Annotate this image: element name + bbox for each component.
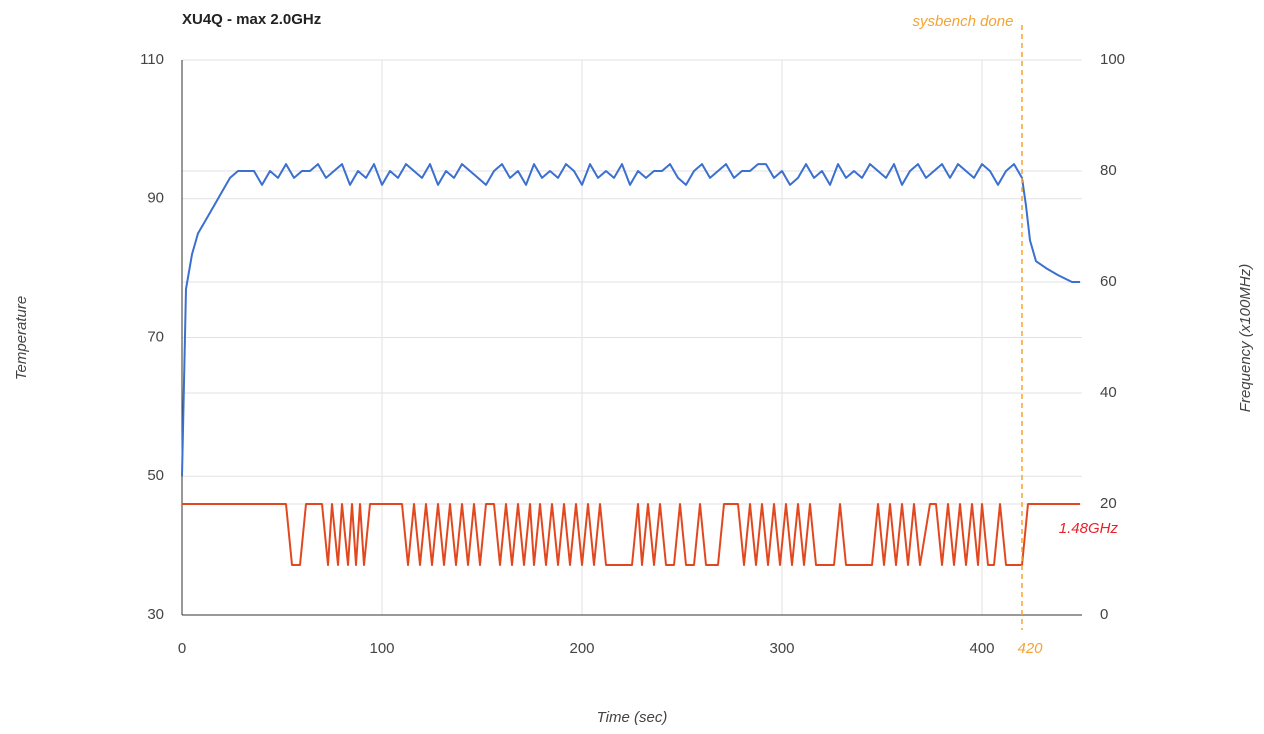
y-tick-label: 70 (147, 328, 164, 345)
y2-tick-label: 20 (1100, 495, 1117, 512)
y2-tick-label: 40 (1100, 384, 1117, 401)
y2-tick-label: 0 (1100, 606, 1108, 623)
x-tick-label: 100 (369, 640, 394, 657)
x-axis-label: Time (sec) (597, 709, 668, 726)
y-tick-label: 110 (140, 51, 164, 68)
marker-text: sysbench done (913, 13, 1014, 30)
y-tick-label: 50 (147, 467, 164, 484)
y-tick-label: 90 (147, 190, 164, 207)
x-tick-label: 400 (969, 640, 994, 657)
y2-tick-label: 100 (1100, 51, 1125, 68)
series-line (182, 503, 1080, 566)
annotation: 1.48GHz (1059, 520, 1119, 537)
series-line (181, 163, 1080, 477)
x-tick-label: 300 (769, 640, 794, 657)
x-tick-label: 0 (178, 640, 186, 657)
y2-axis-label: Frequency (x100MHz) (1237, 264, 1254, 412)
y2-tick-label: 60 (1100, 273, 1117, 290)
marker-label: 420 (1017, 640, 1043, 657)
y-tick-label: 30 (147, 606, 164, 623)
x-tick-label: 200 (569, 640, 594, 657)
y-axis-label: Temperature (13, 296, 30, 381)
y2-tick-label: 80 (1100, 162, 1117, 179)
chart-title: XU4Q - max 2.0GHz (182, 11, 321, 28)
